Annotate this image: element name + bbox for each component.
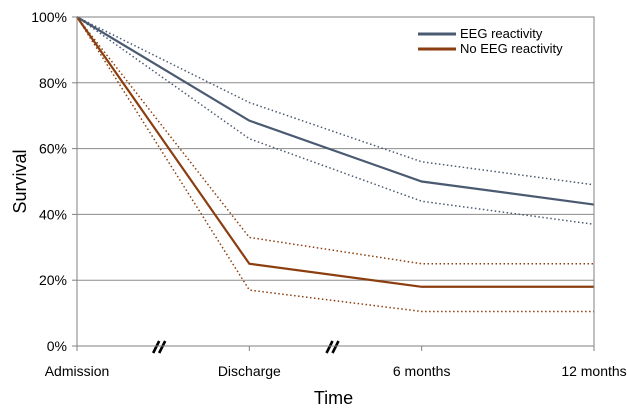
gridlines	[77, 83, 594, 280]
x-axis-title: Time	[314, 388, 353, 408]
x-tick-label: Discharge	[218, 363, 281, 379]
y-tick-label: 20%	[39, 272, 67, 288]
axis-break-mark	[327, 341, 339, 353]
y-axis-title: Survival	[10, 149, 30, 213]
legend-label: EEG reactivity	[460, 26, 543, 41]
x-tick-label: 12 months	[561, 363, 626, 379]
y-tick-label: 60%	[39, 141, 67, 157]
axis-break-marks	[153, 341, 338, 353]
legend-label: No EEG reactivity	[460, 41, 563, 56]
plot-frame	[77, 17, 594, 346]
y-tick-label: 0%	[47, 338, 67, 354]
y-tick-label: 40%	[39, 206, 67, 222]
y-tick-label: 80%	[39, 75, 67, 91]
y-tick-label: 100%	[31, 9, 67, 25]
x-tick-label: 6 months	[393, 363, 451, 379]
ci-lower-no-eeg-reactivity	[77, 17, 594, 311]
axis-break-mark	[153, 341, 165, 353]
x-tick-label: Admission	[45, 363, 110, 379]
series-lines	[77, 17, 594, 311]
y-axis-tick-labels: 0% 20% 40% 60% 80% 100%	[31, 9, 77, 354]
x-axis-tick-labels: Admission Discharge 6 months 12 months	[45, 346, 627, 379]
